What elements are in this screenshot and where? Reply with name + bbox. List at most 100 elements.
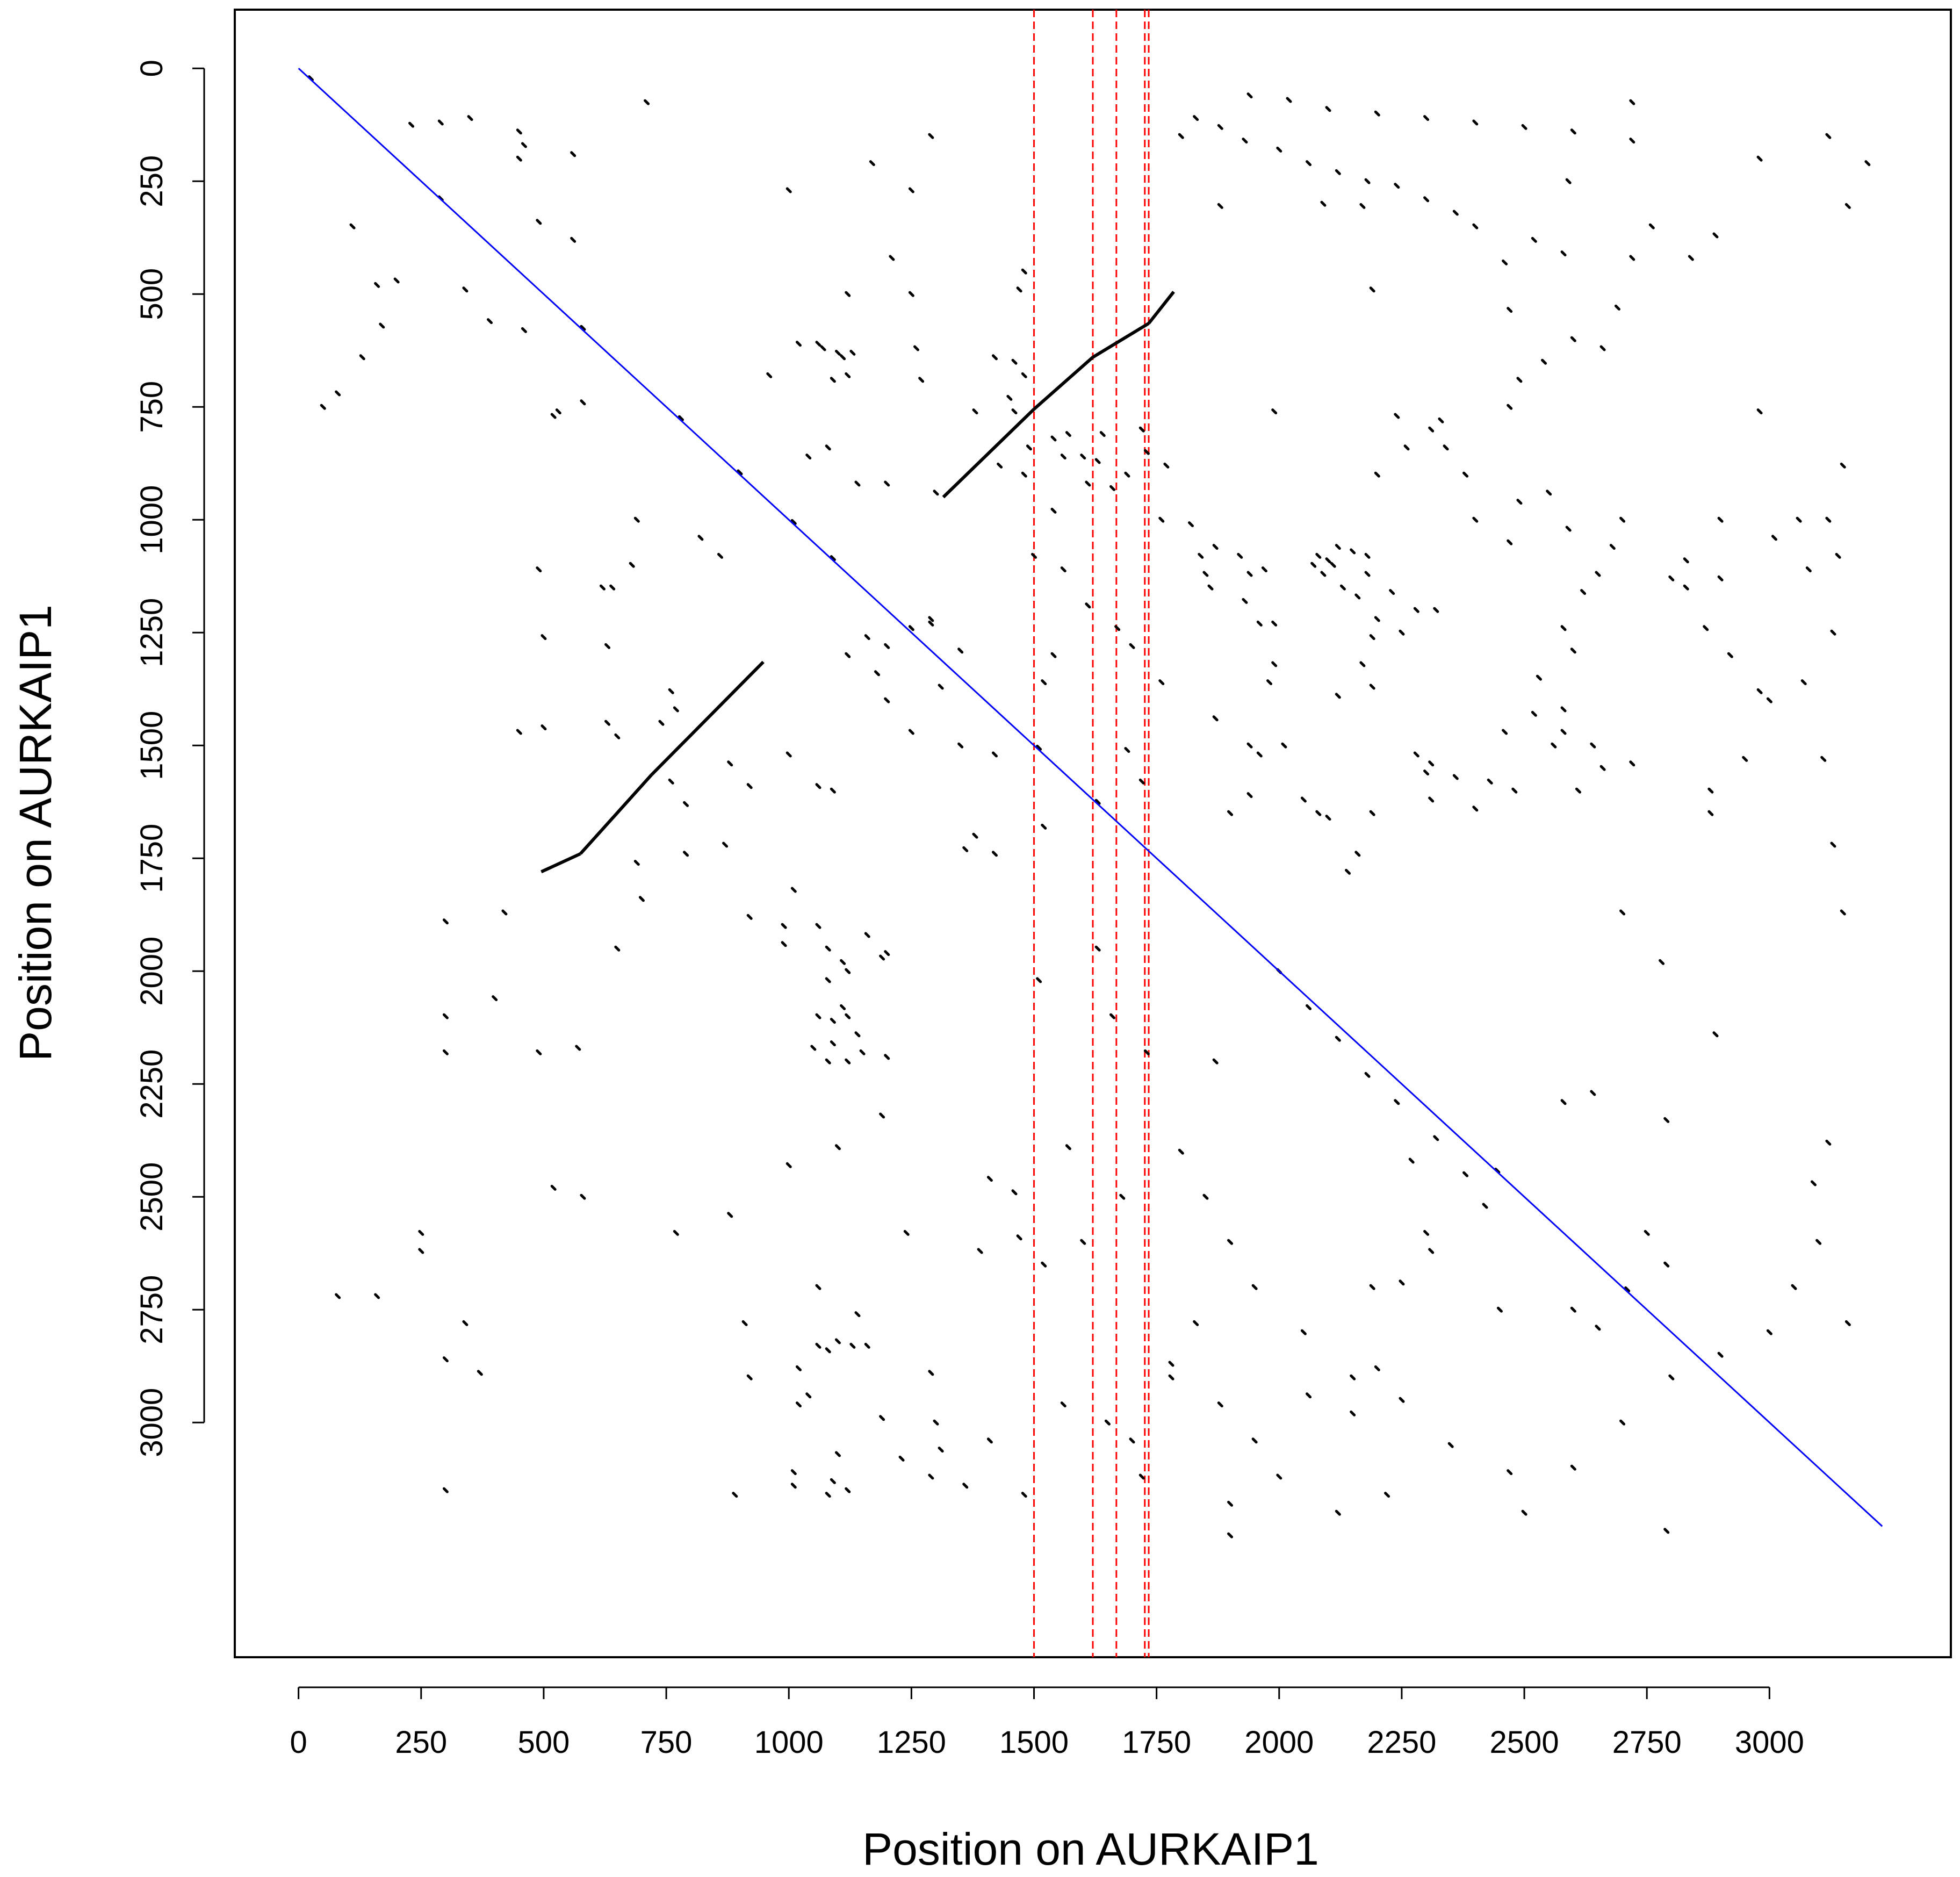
- match-point: [550, 413, 557, 419]
- match-point: [1261, 566, 1267, 573]
- match-point: [1565, 526, 1572, 532]
- match-point: [1325, 815, 1331, 821]
- match-point: [1237, 552, 1243, 559]
- match-point: [614, 945, 621, 952]
- match-point: [1242, 598, 1248, 604]
- match-point: [1251, 1284, 1258, 1290]
- match-point: [830, 1478, 836, 1484]
- match-point: [1350, 1410, 1356, 1416]
- match-point: [658, 720, 665, 726]
- match-point: [393, 277, 400, 284]
- match-point: [1369, 810, 1375, 816]
- match-point: [903, 1229, 910, 1236]
- match-point: [467, 115, 473, 121]
- match-point: [1227, 1239, 1234, 1245]
- match-point: [1085, 480, 1091, 487]
- match-point: [1423, 770, 1430, 776]
- match-point: [1350, 1374, 1356, 1380]
- match-point: [859, 1049, 866, 1055]
- match-point: [1507, 539, 1513, 545]
- match-point: [644, 99, 650, 105]
- match-point: [1315, 552, 1322, 559]
- match-point: [845, 291, 851, 297]
- match-point: [986, 1176, 993, 1182]
- y-tick-label: 500: [134, 268, 169, 320]
- match-point: [1266, 679, 1273, 686]
- match-point: [884, 950, 890, 957]
- match-point: [1717, 575, 1724, 581]
- match-point: [1502, 259, 1508, 265]
- match-point: [1766, 697, 1772, 703]
- match-point: [1840, 462, 1846, 469]
- match-point: [1306, 1392, 1312, 1399]
- match-point: [834, 349, 841, 356]
- match-point: [1060, 454, 1067, 460]
- match-point: [1551, 742, 1557, 749]
- match-point: [1423, 196, 1430, 203]
- match-point: [737, 469, 743, 476]
- match-point: [408, 121, 415, 128]
- match-point: [889, 255, 895, 261]
- match-point: [908, 625, 914, 631]
- match-point: [1364, 571, 1371, 577]
- match-point: [834, 1338, 841, 1344]
- match-point: [790, 519, 797, 525]
- match-point: [1109, 1013, 1116, 1019]
- match-point: [1364, 552, 1371, 559]
- match-point: [1825, 516, 1832, 523]
- match-point: [1756, 155, 1763, 162]
- match-point: [673, 1229, 679, 1236]
- match-point: [1193, 1320, 1199, 1326]
- match-point: [1114, 625, 1121, 631]
- x-tick-label: 2500: [1490, 1725, 1559, 1760]
- match-point: [1129, 1437, 1135, 1444]
- match-point: [1212, 544, 1219, 550]
- y-tick-label: 250: [134, 155, 169, 207]
- match-point: [1516, 377, 1523, 383]
- match-point: [1335, 1509, 1341, 1516]
- match-point: [1394, 183, 1400, 189]
- match-point: [442, 918, 449, 925]
- match-point: [1864, 160, 1871, 167]
- plot-content: [298, 10, 1883, 1657]
- match-point: [442, 1049, 449, 1055]
- match-point: [604, 643, 611, 649]
- match-point: [1350, 548, 1356, 555]
- match-point: [1413, 607, 1419, 613]
- match-point: [938, 684, 944, 690]
- match-point: [815, 341, 822, 347]
- match-point: [1006, 394, 1013, 401]
- match-point: [1364, 178, 1371, 184]
- match-point: [1080, 1239, 1086, 1245]
- match-point: [1325, 106, 1331, 112]
- match-point: [418, 1248, 424, 1254]
- match-point: [1742, 756, 1748, 762]
- match-point: [1703, 625, 1709, 631]
- match-point: [1339, 584, 1346, 591]
- match-point: [913, 345, 919, 351]
- match-point: [1507, 1469, 1513, 1476]
- match-point: [1452, 210, 1459, 216]
- match-point: [795, 1401, 802, 1408]
- match-point: [845, 968, 851, 974]
- match-point: [1433, 1135, 1439, 1141]
- match-point: [834, 1144, 841, 1150]
- match-point: [1021, 1492, 1027, 1498]
- match-point: [1521, 124, 1527, 130]
- match-point: [1104, 1419, 1111, 1426]
- match-point: [1212, 715, 1219, 722]
- match-point: [1227, 810, 1234, 816]
- match-point: [1668, 575, 1675, 581]
- match-point: [1138, 1473, 1145, 1480]
- y-tick-label: 750: [134, 381, 169, 433]
- match-point: [1830, 629, 1836, 636]
- match-point: [1242, 138, 1248, 144]
- match-segment: [541, 852, 581, 874]
- match-point: [1428, 796, 1435, 803]
- match-point: [668, 778, 674, 785]
- match-point: [1036, 744, 1042, 751]
- match-point: [991, 851, 998, 857]
- match-point: [884, 643, 890, 649]
- match-point: [810, 1045, 817, 1051]
- match-point: [1815, 1239, 1822, 1245]
